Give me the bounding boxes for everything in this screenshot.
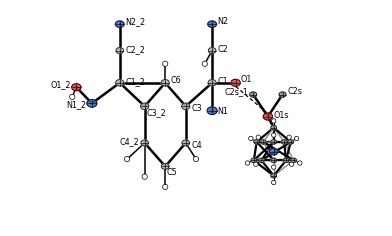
Text: O1s: O1s bbox=[273, 111, 289, 120]
Text: O1: O1 bbox=[241, 75, 252, 84]
Ellipse shape bbox=[279, 92, 286, 97]
Text: N1_2: N1_2 bbox=[67, 100, 87, 109]
Text: N1: N1 bbox=[218, 107, 228, 116]
Ellipse shape bbox=[231, 79, 240, 86]
Ellipse shape bbox=[208, 21, 216, 27]
Circle shape bbox=[163, 184, 168, 190]
Circle shape bbox=[298, 161, 302, 165]
Ellipse shape bbox=[291, 158, 297, 163]
Circle shape bbox=[124, 156, 130, 162]
Ellipse shape bbox=[115, 21, 124, 27]
Circle shape bbox=[245, 161, 250, 165]
Ellipse shape bbox=[72, 84, 81, 91]
Ellipse shape bbox=[207, 107, 217, 114]
Ellipse shape bbox=[141, 140, 149, 146]
Circle shape bbox=[289, 162, 294, 166]
Circle shape bbox=[202, 61, 207, 66]
Circle shape bbox=[272, 180, 276, 185]
Ellipse shape bbox=[208, 48, 216, 54]
Circle shape bbox=[70, 94, 75, 100]
Ellipse shape bbox=[271, 158, 277, 163]
Ellipse shape bbox=[271, 126, 277, 130]
Text: C2s_1: C2s_1 bbox=[224, 87, 248, 96]
Text: C2s: C2s bbox=[288, 87, 303, 96]
Text: O1_2: O1_2 bbox=[51, 80, 71, 89]
Ellipse shape bbox=[87, 100, 97, 107]
Ellipse shape bbox=[263, 113, 272, 120]
Text: C1_2: C1_2 bbox=[125, 77, 145, 86]
Text: C4_2: C4_2 bbox=[120, 137, 140, 146]
Circle shape bbox=[272, 119, 276, 123]
Circle shape bbox=[254, 162, 258, 166]
Ellipse shape bbox=[161, 80, 169, 86]
Ellipse shape bbox=[269, 148, 278, 155]
Text: C2: C2 bbox=[218, 45, 228, 54]
Text: C5: C5 bbox=[167, 168, 178, 177]
Ellipse shape bbox=[271, 173, 277, 178]
Ellipse shape bbox=[251, 158, 257, 163]
Text: C3_2: C3_2 bbox=[146, 108, 166, 117]
Text: C3: C3 bbox=[191, 104, 201, 113]
Ellipse shape bbox=[254, 140, 260, 144]
Ellipse shape bbox=[162, 164, 169, 169]
Text: N2: N2 bbox=[218, 17, 229, 26]
Ellipse shape bbox=[250, 92, 257, 97]
Text: C4: C4 bbox=[191, 141, 201, 150]
Text: N2_2: N2_2 bbox=[125, 17, 145, 26]
Circle shape bbox=[163, 61, 168, 66]
Ellipse shape bbox=[208, 80, 216, 86]
Text: C2_2: C2_2 bbox=[125, 45, 145, 54]
Ellipse shape bbox=[258, 158, 264, 163]
Circle shape bbox=[294, 136, 299, 141]
Ellipse shape bbox=[141, 103, 149, 110]
Ellipse shape bbox=[181, 103, 190, 110]
Ellipse shape bbox=[271, 140, 277, 144]
Circle shape bbox=[287, 135, 291, 139]
Ellipse shape bbox=[283, 158, 289, 163]
Circle shape bbox=[193, 156, 199, 162]
Text: C1: C1 bbox=[218, 77, 228, 86]
Ellipse shape bbox=[281, 140, 287, 144]
Ellipse shape bbox=[116, 48, 123, 54]
Circle shape bbox=[272, 133, 276, 137]
Ellipse shape bbox=[288, 140, 294, 144]
Circle shape bbox=[142, 174, 147, 179]
Text: C6: C6 bbox=[171, 76, 181, 85]
Ellipse shape bbox=[116, 80, 124, 86]
Circle shape bbox=[272, 165, 276, 169]
Circle shape bbox=[256, 135, 260, 139]
Ellipse shape bbox=[260, 140, 266, 144]
Ellipse shape bbox=[182, 140, 190, 146]
Circle shape bbox=[249, 136, 253, 141]
